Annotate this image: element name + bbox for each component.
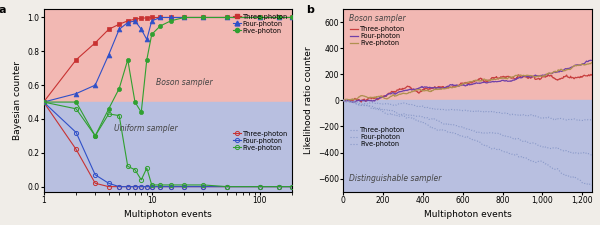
Text: Distinguishable sampler: Distinguishable sampler bbox=[349, 173, 442, 182]
Legend: Three-photon, Four-photon, Five-photon: Three-photon, Four-photon, Five-photon bbox=[349, 126, 407, 148]
Text: Boson sampler: Boson sampler bbox=[349, 14, 406, 23]
Bar bbox=[343, 100, 592, 192]
Y-axis label: Likelihood ratio counter: Likelihood ratio counter bbox=[304, 47, 313, 154]
Bar bbox=[44, 7, 292, 102]
Text: Uniform sampler: Uniform sampler bbox=[114, 124, 178, 133]
X-axis label: Multiphoton events: Multiphoton events bbox=[424, 210, 512, 219]
Legend: Three-photon, Four-photon, Five-photon: Three-photon, Four-photon, Five-photon bbox=[231, 129, 289, 152]
Text: a: a bbox=[0, 5, 7, 15]
Text: Boson sampler: Boson sampler bbox=[156, 78, 213, 87]
X-axis label: Multiphoton events: Multiphoton events bbox=[124, 210, 212, 219]
Bar bbox=[44, 102, 292, 194]
Text: b: b bbox=[306, 5, 314, 15]
Bar bbox=[343, 9, 592, 100]
Y-axis label: Bayesian counter: Bayesian counter bbox=[13, 61, 22, 140]
